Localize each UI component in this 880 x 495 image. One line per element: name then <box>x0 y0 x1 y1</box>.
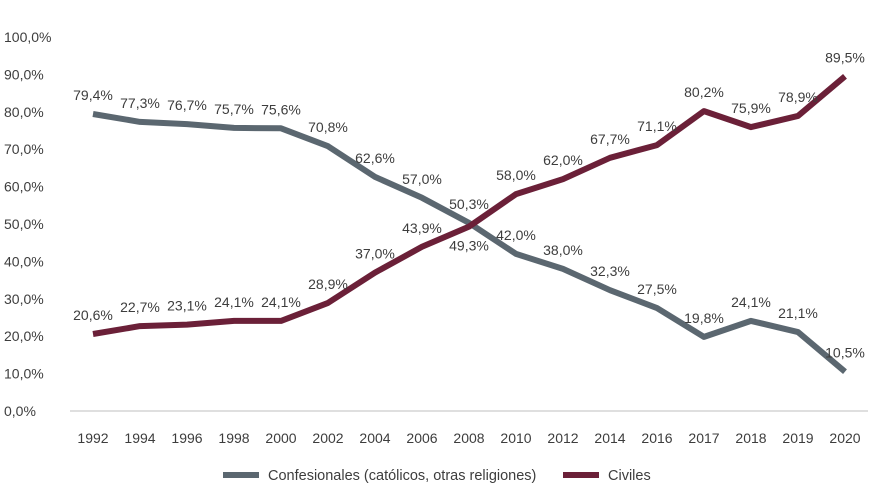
series-line-confesionales <box>92 111 847 374</box>
data-label-confesionales: 75,7% <box>214 101 254 117</box>
data-label-civiles: 58,0% <box>496 167 536 183</box>
data-label-civiles: 49,3% <box>449 238 489 254</box>
y-tick-label: 60,0% <box>4 179 44 195</box>
y-axis: 0,0% 10,0% 20,0% 30,0% 40,0% 50,0% 60,0% 70,0% 8… <box>4 29 51 419</box>
legend-item-civiles: Civiles <box>563 468 651 484</box>
x-tick-label: 2006 <box>406 430 437 446</box>
data-label-confesionales: 21,1% <box>778 305 818 321</box>
y-tick-label: 90,0% <box>4 66 44 82</box>
data-label-confesionales: 42,0% <box>496 227 536 243</box>
data-label-civiles: 89,5% <box>825 49 865 65</box>
x-tick-label: 2017 <box>688 430 719 446</box>
y-tick-label: 70,0% <box>4 141 44 157</box>
legend-item-confesionales: Confesionales (católicos, otras religion… <box>223 468 536 484</box>
legend-label: Civiles <box>608 468 651 484</box>
data-label-civiles: 75,9% <box>731 100 771 116</box>
x-tick-label: 2019 <box>782 430 813 446</box>
data-label-confesionales: 38,0% <box>543 242 583 258</box>
data-label-confesionales: 27,5% <box>637 281 677 297</box>
data-label-confesionales: 57,0% <box>402 171 442 187</box>
series-lines <box>92 74 847 374</box>
x-tick-label: 1994 <box>124 430 155 446</box>
data-label-civiles: 20,6% <box>73 307 113 323</box>
x-tick-label: 2002 <box>312 430 343 446</box>
y-tick-label: 0,0% <box>4 403 36 419</box>
data-label-civiles: 28,9% <box>308 276 348 292</box>
data-label-confesionales: 75,6% <box>261 101 301 117</box>
legend: Confesionales (católicos, otras religion… <box>223 468 651 484</box>
data-label-confesionales: 50,3% <box>449 196 489 212</box>
series-line-civiles <box>92 74 847 337</box>
x-tick-label: 1992 <box>77 430 108 446</box>
data-label-confesionales: 10,5% <box>825 345 865 361</box>
data-label-confesionales: 62,6% <box>355 150 395 166</box>
x-tick-label: 2010 <box>500 430 531 446</box>
data-labels: 79,4% 20,6% 77,3% 22,7% 76,7% 23,1% 75,7% 24,1%… <box>73 49 865 360</box>
data-label-confesionales: 76,7% <box>167 97 207 113</box>
x-tick-label: 2008 <box>453 430 484 446</box>
data-label-confesionales: 32,3% <box>590 263 630 279</box>
y-tick-label: 80,0% <box>4 104 44 120</box>
legend-label: Confesionales (católicos, otras religion… <box>268 468 536 484</box>
x-tick-label: 2018 <box>735 430 766 446</box>
x-axis: 1992 1994 1996 1998 2000 2002 2004 2006 2008 2010… <box>70 410 868 446</box>
data-label-civiles: 78,9% <box>778 89 818 105</box>
data-label-civiles: 24,1% <box>214 294 254 310</box>
data-label-confesionales: 77,3% <box>120 95 160 111</box>
y-tick-label: 100,0% <box>4 29 51 45</box>
x-tick-label: 1996 <box>171 430 202 446</box>
y-tick-label: 20,0% <box>4 328 44 344</box>
x-tick-label: 2000 <box>265 430 296 446</box>
data-label-confesionales: 24,1% <box>731 294 771 310</box>
y-tick-label: 30,0% <box>4 291 44 307</box>
data-label-civiles: 71,1% <box>637 118 677 134</box>
y-tick-label: 50,0% <box>4 216 44 232</box>
data-label-civiles: 43,9% <box>402 220 442 236</box>
data-label-civiles: 22,7% <box>120 299 160 315</box>
data-label-civiles: 37,0% <box>355 246 395 262</box>
data-label-civiles: 23,1% <box>167 298 207 314</box>
x-tick-label: 2014 <box>594 430 625 446</box>
x-tick-label: 2012 <box>547 430 578 446</box>
x-tick-label: 2020 <box>829 430 860 446</box>
y-tick-label: 40,0% <box>4 253 44 269</box>
data-label-confesionales: 19,8% <box>684 310 724 326</box>
data-label-civiles: 80,2% <box>684 84 724 100</box>
data-label-civiles: 24,1% <box>261 294 301 310</box>
y-tick-label: 10,0% <box>4 366 44 382</box>
x-tick-label: 2004 <box>359 430 390 446</box>
data-label-confesionales: 79,4% <box>73 87 113 103</box>
x-tick-label: 2016 <box>641 430 672 446</box>
x-tick-label: 1998 <box>218 430 249 446</box>
data-label-civiles: 67,7% <box>590 131 630 147</box>
data-label-confesionales: 70,8% <box>308 119 348 135</box>
data-label-civiles: 62,0% <box>543 152 583 168</box>
